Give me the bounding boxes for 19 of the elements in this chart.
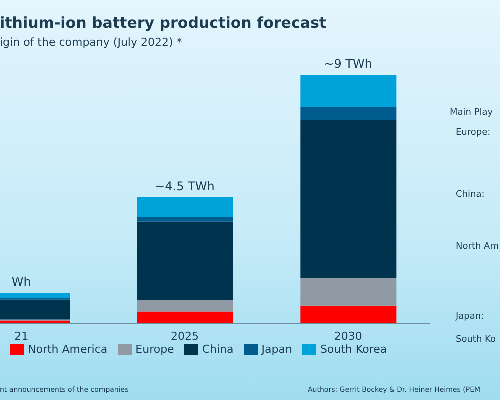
x-tick-label: 21 [14, 330, 29, 343]
legend-label: Japan [262, 343, 292, 356]
annotation: Wh [12, 275, 32, 290]
x-tick-label: 2030 [334, 330, 362, 343]
text: Europe: [456, 128, 491, 138]
text: Main Play [450, 108, 494, 118]
text: North Am [456, 242, 499, 252]
annotation: ~9 TWh [324, 57, 372, 71]
text: South Ko [456, 335, 496, 345]
chart-subtitle: igin of the company (July 2022) * [0, 36, 182, 49]
text: Japan: [456, 312, 484, 322]
legend-label: South Korea [320, 343, 388, 356]
text: China: [456, 190, 485, 200]
x-tick-label: 2025 [171, 330, 199, 343]
annotation: ~4.5 TWh [155, 180, 215, 194]
legend-label: Europe [136, 343, 174, 356]
legend-label: North America [28, 343, 108, 356]
legend-label: China [202, 343, 234, 356]
chart-title: ithium-ion battery production forecast [0, 14, 327, 32]
